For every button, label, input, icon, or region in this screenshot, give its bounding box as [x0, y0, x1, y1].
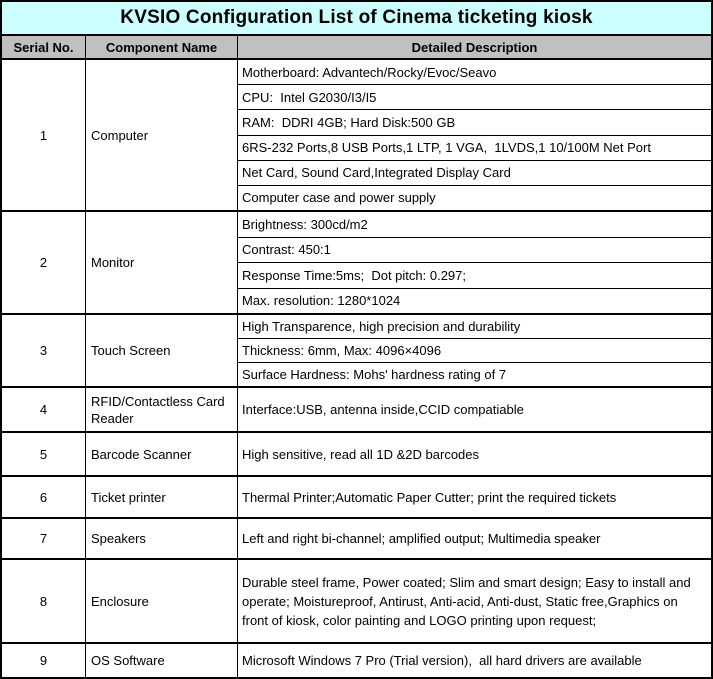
description-line: Net Card, Sound Card,Integrated Display … [238, 161, 711, 186]
table-row-os-software: 9 OS Software Microsoft Windows 7 Pro (T… [2, 644, 711, 677]
page-title: KVSIO Configuration List of Cinema ticke… [2, 2, 711, 36]
description-line: Response Time:5ms; Dot pitch: 0.297; [238, 263, 711, 289]
description-line: Left and right bi-channel; amplified out… [242, 531, 601, 546]
description-cell: Durable steel frame, Power coated; Slim … [238, 560, 711, 642]
serial-cell: 2 [2, 212, 86, 313]
description-line: RAM: DDRI 4GB; Hard Disk:500 GB [238, 110, 711, 136]
component-cell: Ticket printer [86, 477, 238, 517]
description-cell: Brightness: 300cd/m2 Contrast: 450:1 Res… [238, 212, 711, 313]
description-line: CPU: Intel G2030/I3/I5 [238, 85, 711, 111]
description-line: Motherboard: Advantech/Rocky/Evoc/Seavo [238, 60, 711, 86]
component-cell: Barcode Scanner [86, 433, 238, 475]
description-cell: Left and right bi-channel; amplified out… [238, 519, 711, 558]
table-row-ticket-printer: 6 Ticket printer Thermal Printer;Automat… [2, 477, 711, 519]
description-cell: Interface:USB, antenna inside,CCID compa… [238, 388, 711, 431]
header-detailed-description: Detailed Description [411, 39, 538, 55]
component-cell: Enclosure [86, 560, 238, 642]
component-cell: Monitor [86, 212, 238, 313]
serial-cell: 4 [2, 388, 86, 431]
table-row-monitor: 2 Monitor Brightness: 300cd/m2 Contrast:… [2, 212, 711, 315]
description-line: Thickness: 6mm, Max: 4096×4096 [238, 339, 711, 363]
header-component-name: Component Name [86, 36, 238, 58]
serial-cell: 3 [2, 315, 86, 386]
description-line: Durable steel frame, Power coated; Slim … [242, 574, 695, 628]
serial-cell: 1 [2, 60, 86, 210]
serial-cell: 8 [2, 560, 86, 642]
description-cell: Motherboard: Advantech/Rocky/Evoc/Seavo … [238, 60, 711, 210]
table-row-enclosure: 8 Enclosure Durable steel frame, Power c… [2, 560, 711, 644]
table-row-rfid-card-reader: 4 RFID/Contactless Card Reader Interface… [2, 388, 711, 433]
serial-cell: 5 [2, 433, 86, 475]
description-cell: High sensitive, read all 1D &2D barcodes [238, 433, 711, 475]
description-line: Computer case and power supply [242, 190, 436, 206]
serial-cell: 9 [2, 644, 86, 677]
description-line: Brightness: 300cd/m2 [238, 212, 711, 238]
component-cell: RFID/Contactless Card Reader [86, 388, 238, 431]
description-line: Max. resolution: 1280*1024 [242, 293, 401, 309]
table-row-touch-screen: 3 Touch Screen High Transparence, high p… [2, 315, 711, 388]
description-line: 6RS-232 Ports,8 USB Ports,1 LTP, 1 VGA, … [238, 136, 711, 161]
description-line: Interface:USB, antenna inside,CCID compa… [242, 402, 524, 417]
description-line: Surface Hardness: Mohs' hardness rating … [242, 367, 507, 382]
component-cell: Computer [86, 60, 238, 210]
table-row-computer: 1 Computer Motherboard: Advantech/Rocky/… [2, 60, 711, 212]
table-row-barcode-scanner: 5 Barcode Scanner High sensitive, read a… [2, 433, 711, 477]
description-line: High Transparence, high precision and du… [238, 315, 711, 339]
description-cell: Microsoft Windows 7 Pro (Trial version),… [238, 644, 711, 677]
header-serial-no: Serial No. [2, 36, 86, 58]
description-line: Microsoft Windows 7 Pro (Trial version),… [242, 653, 642, 668]
component-cell: Touch Screen [86, 315, 238, 386]
header-row: Serial No. Component Name Detailed Descr… [2, 36, 711, 60]
component-cell: Speakers [86, 519, 238, 558]
serial-cell: 7 [2, 519, 86, 558]
description-line: Contrast: 450:1 [238, 238, 711, 263]
description-cell: High Transparence, high precision and du… [238, 315, 711, 386]
component-cell: OS Software [86, 644, 238, 677]
description-cell: Thermal Printer;Automatic Paper Cutter; … [238, 477, 711, 517]
table-row-speakers: 7 Speakers Left and right bi-channel; am… [2, 519, 711, 560]
description-line: Thermal Printer;Automatic Paper Cutter; … [242, 489, 617, 505]
description-line: High sensitive, read all 1D &2D barcodes [242, 446, 480, 462]
serial-cell: 6 [2, 477, 86, 517]
